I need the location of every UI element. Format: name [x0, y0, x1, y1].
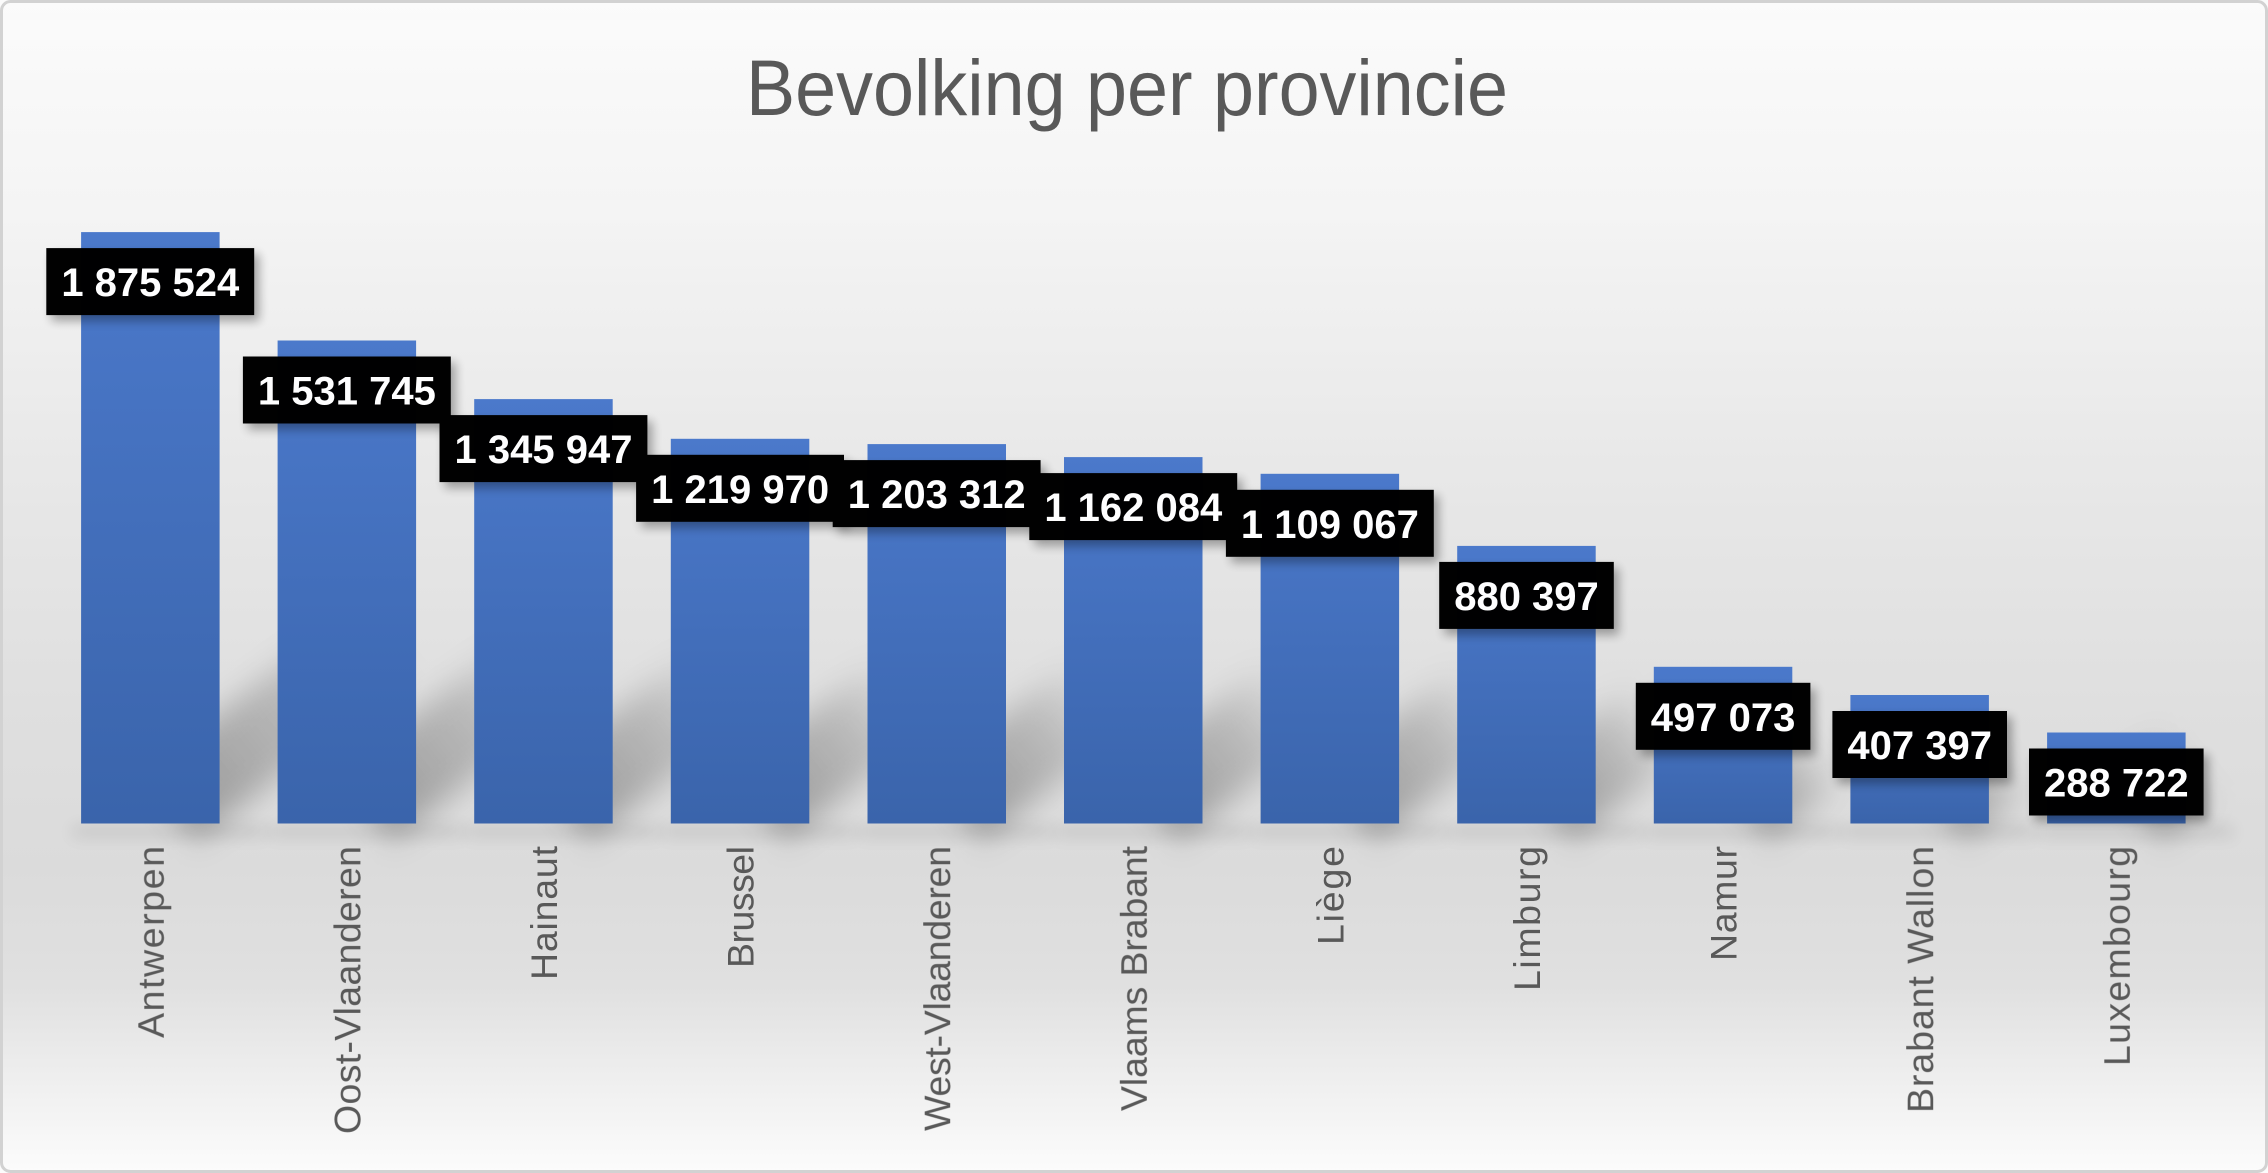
svg-text:1 203 312: 1 203 312	[848, 473, 1026, 517]
svg-text:1 531 745: 1 531 745	[258, 370, 436, 414]
svg-text:Brussel: Brussel	[720, 846, 762, 968]
svg-text:Liège: Liège	[1309, 846, 1351, 945]
svg-text:Hainaut: Hainaut	[523, 845, 565, 980]
svg-text:Namur: Namur	[1703, 846, 1745, 961]
svg-text:1 875 524: 1 875 524	[61, 261, 240, 305]
svg-text:Vlaams Brabant: Vlaams Brabant	[1113, 845, 1155, 1111]
svg-text:Oost-Vlaanderen: Oost-Vlaanderen	[326, 846, 368, 1134]
svg-text:Luxembourg: Luxembourg	[2096, 846, 2138, 1066]
svg-text:1 345 947: 1 345 947	[455, 428, 633, 472]
svg-text:880 397: 880 397	[1454, 575, 1599, 619]
svg-text:1 109 067: 1 109 067	[1241, 503, 1419, 547]
svg-text:288 722: 288 722	[2044, 762, 2189, 806]
svg-text:407 397: 407 397	[1847, 724, 1992, 768]
svg-text:Antwerpen: Antwerpen	[130, 846, 172, 1038]
svg-text:Bevolking per provincie: Bevolking per provincie	[746, 43, 1508, 132]
svg-text:Limburg: Limburg	[1506, 846, 1548, 991]
svg-text:1 162 084: 1 162 084	[1044, 486, 1223, 530]
svg-text:West-Vlaanderen: West-Vlaanderen	[916, 846, 958, 1131]
svg-text:497 073: 497 073	[1651, 696, 1796, 740]
svg-text:Brabant Wallon: Brabant Wallon	[1899, 846, 1941, 1113]
svg-text:1 219 970: 1 219 970	[651, 468, 829, 512]
